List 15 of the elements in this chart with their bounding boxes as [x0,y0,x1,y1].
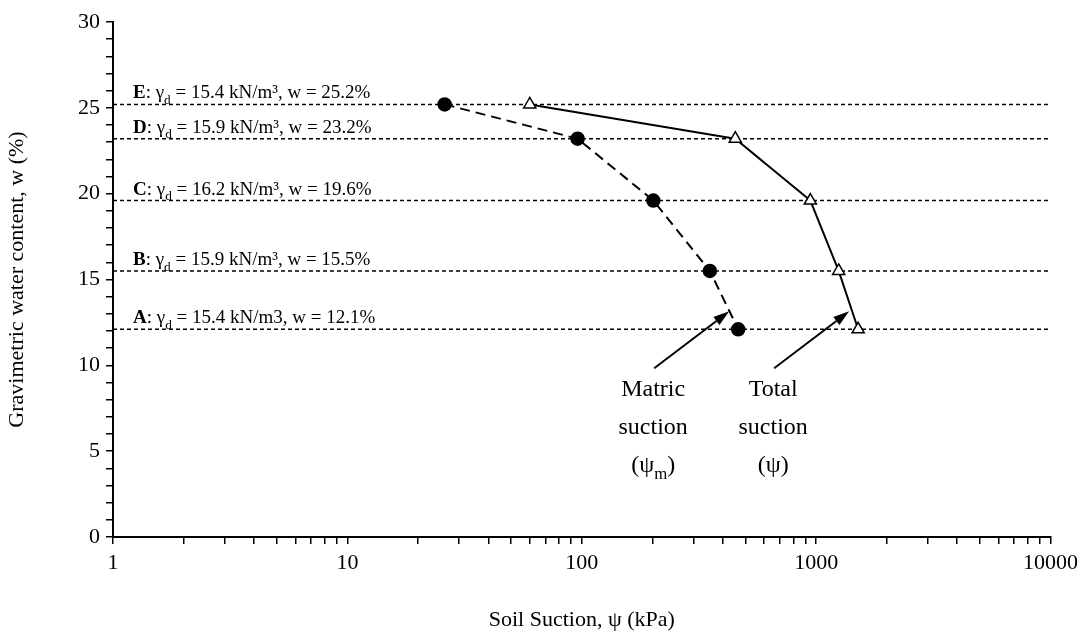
y-tick-label: 30 [78,7,100,33]
y-tick-label: 10 [78,351,100,377]
x-tick-label: 1 [107,548,119,574]
y-axis-title: Gravimetric water content, w (%) [2,131,28,428]
annotation: Total suction (ψ) [738,375,808,478]
x-tick-label: 100 [565,548,599,574]
y-tick-label: 15 [78,265,100,291]
y-tick-label: 5 [89,436,100,462]
y-tick-label: 25 [78,93,100,119]
y-tick-label: 20 [78,179,100,205]
x-tick-label: 10000 [1023,548,1078,574]
y-tick-label: 0 [89,522,100,548]
x-axis-title: Soil Suction, ψ (kPa) [488,605,675,631]
x-tick-label: 1000 [794,548,839,574]
x-tick-label: 10 [336,548,359,574]
